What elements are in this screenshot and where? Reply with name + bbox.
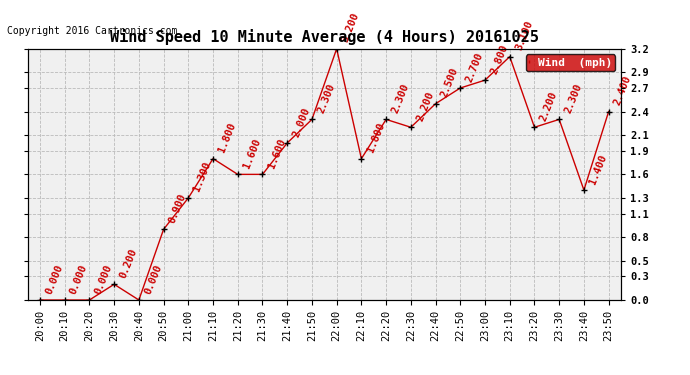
Text: 2.200: 2.200 [415, 90, 435, 123]
Legend: Wind  (mph): Wind (mph) [526, 54, 615, 71]
Text: Copyright 2016 Cartronics.com: Copyright 2016 Cartronics.com [7, 26, 177, 36]
Text: 2.500: 2.500 [440, 66, 460, 99]
Text: 0.200: 0.200 [118, 247, 139, 280]
Text: 2.000: 2.000 [291, 105, 312, 138]
Text: 0.000: 0.000 [143, 262, 164, 295]
Text: 2.300: 2.300 [390, 82, 411, 115]
Text: 1.800: 1.800 [365, 121, 386, 154]
Title: Wind Speed 10 Minute Average (4 Hours) 20161025: Wind Speed 10 Minute Average (4 Hours) 2… [110, 29, 539, 45]
Text: 1.400: 1.400 [588, 153, 609, 185]
Text: 2.300: 2.300 [315, 82, 337, 115]
Text: 0.000: 0.000 [68, 262, 90, 295]
Text: 1.300: 1.300 [192, 160, 213, 193]
Text: 0.900: 0.900 [167, 192, 188, 225]
Text: 2.400: 2.400 [612, 74, 633, 107]
Text: 1.600: 1.600 [266, 137, 287, 170]
Text: 3.100: 3.100 [513, 19, 535, 52]
Text: 2.800: 2.800 [489, 43, 510, 75]
Text: 1.800: 1.800 [217, 121, 238, 154]
Text: 0.000: 0.000 [43, 262, 65, 295]
Text: 1.600: 1.600 [241, 137, 262, 170]
Text: 0.000: 0.000 [93, 262, 114, 295]
Text: 2.200: 2.200 [538, 90, 559, 123]
Text: 3.200: 3.200 [340, 11, 362, 44]
Text: 2.700: 2.700 [464, 51, 485, 83]
Text: 2.300: 2.300 [563, 82, 584, 115]
